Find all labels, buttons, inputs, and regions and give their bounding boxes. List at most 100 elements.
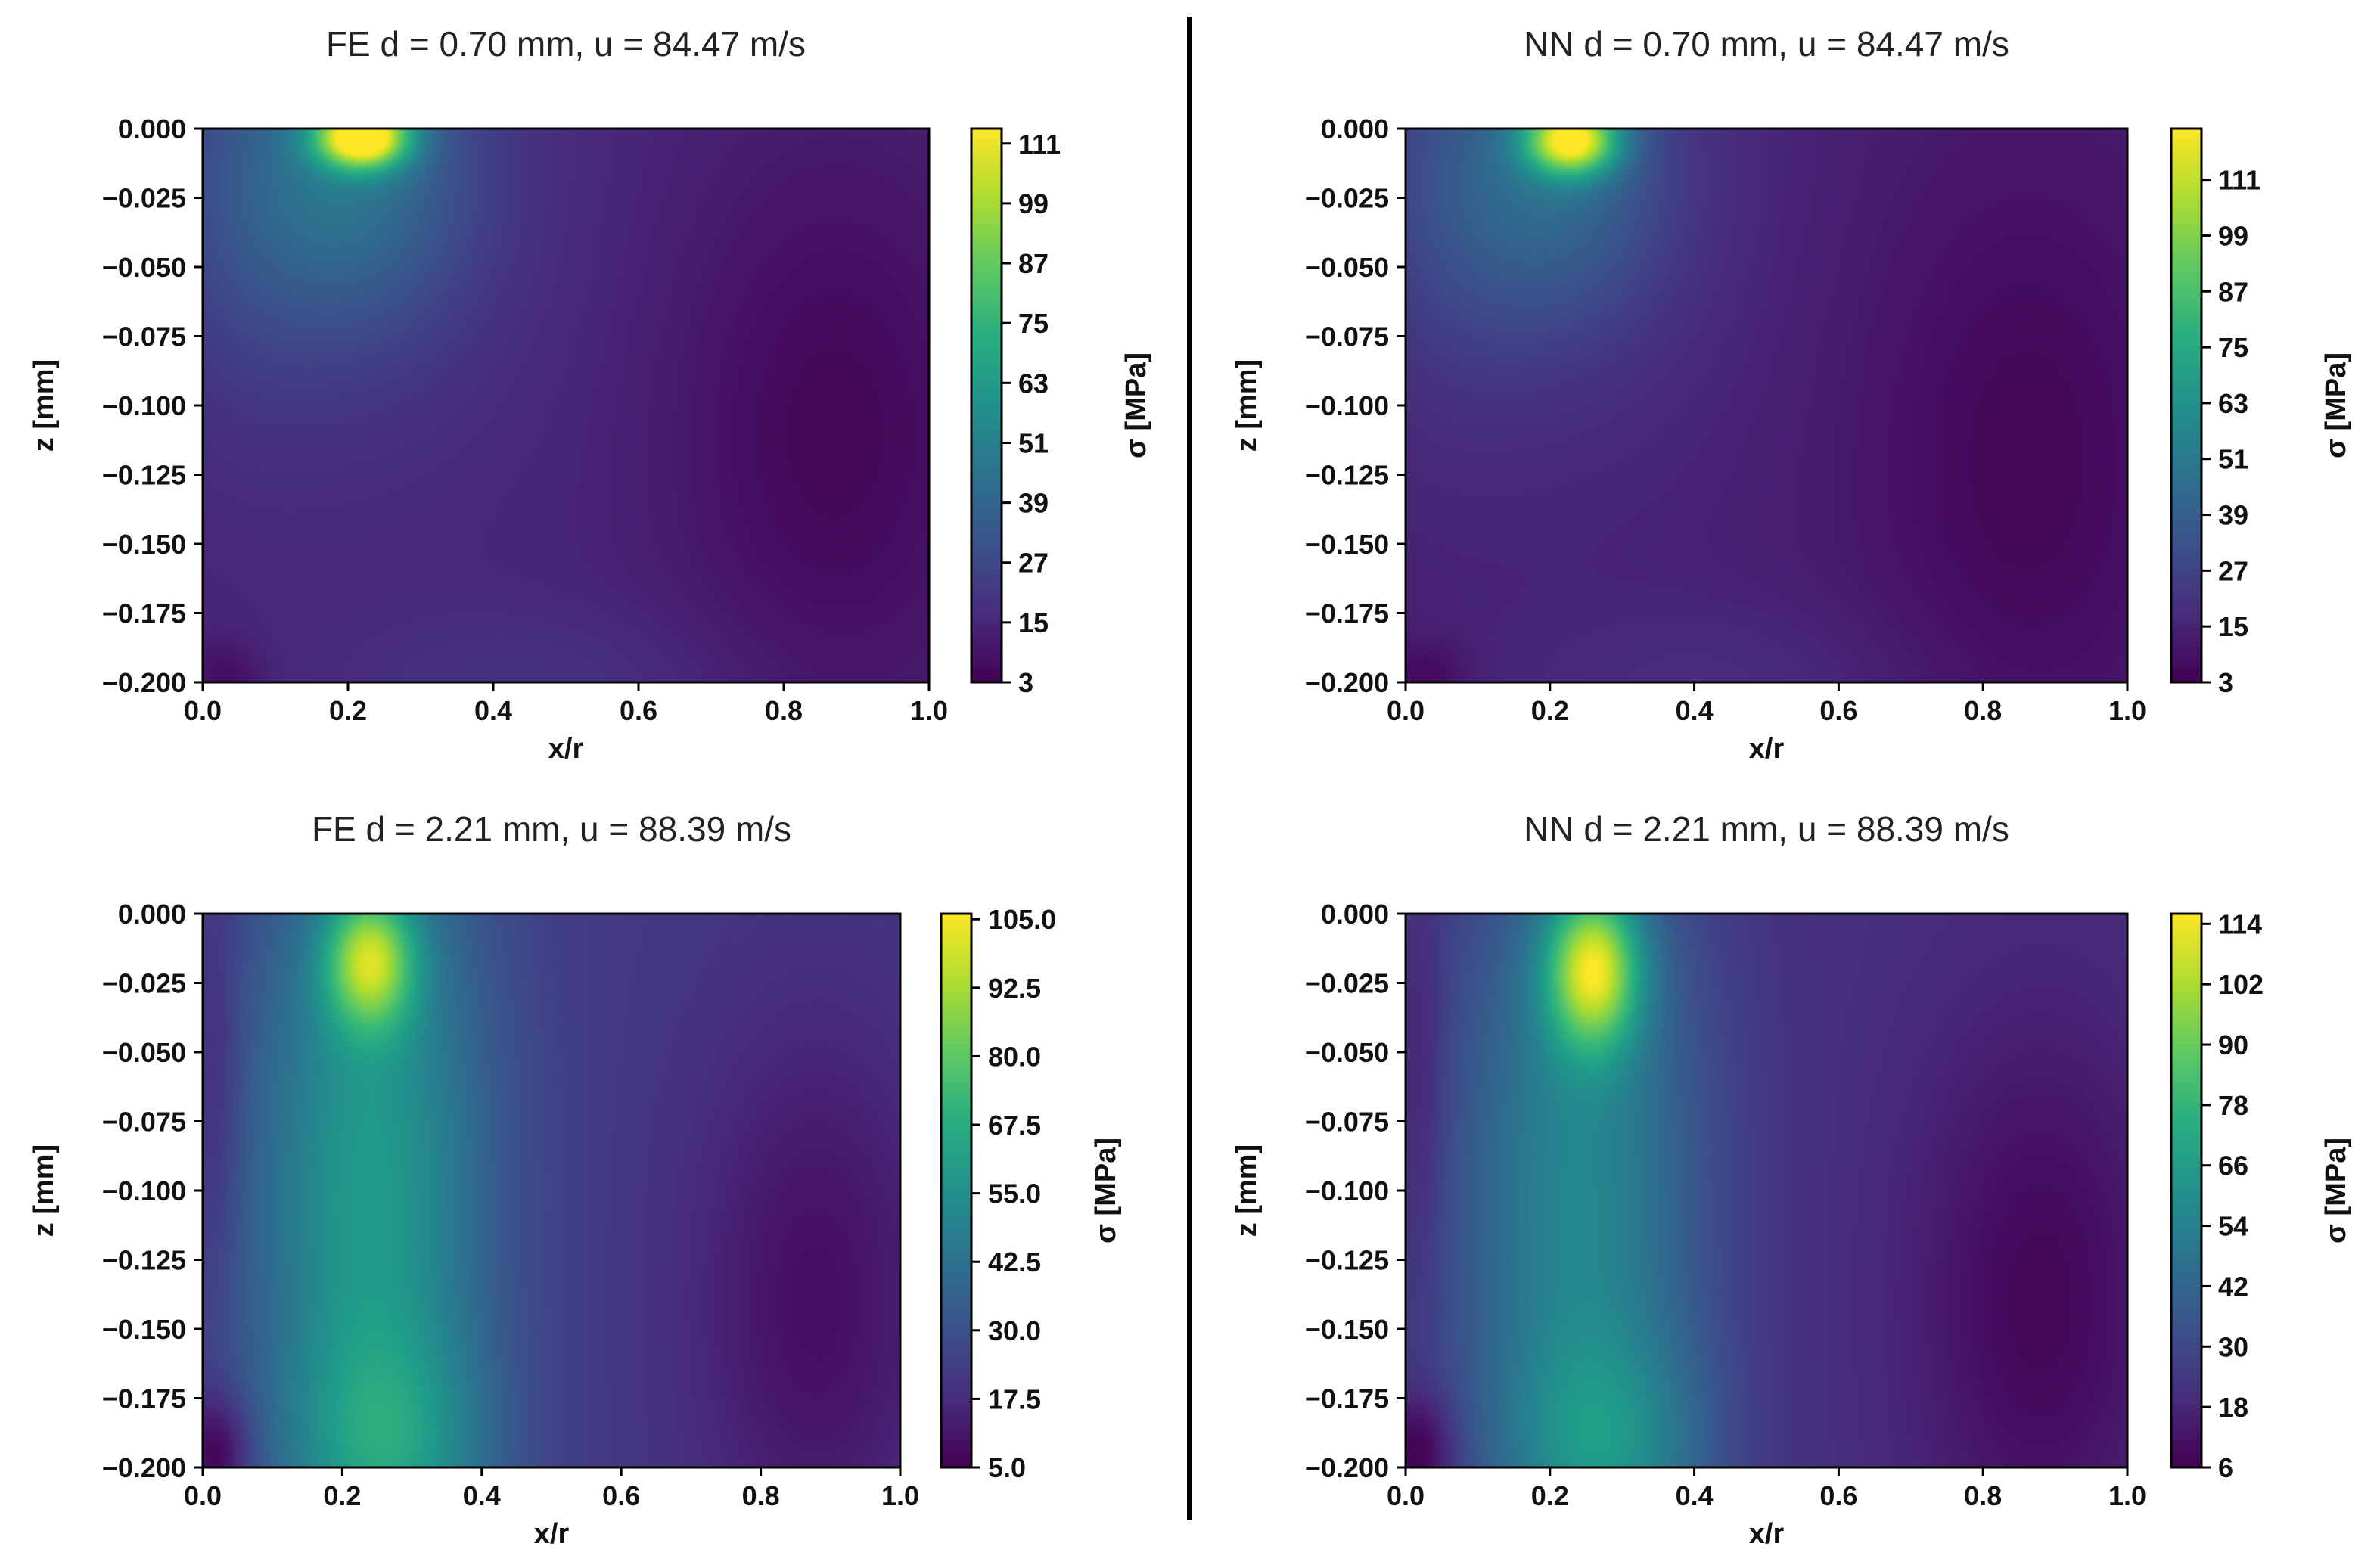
colorbar-tick-label: 6 xyxy=(2218,1452,2233,1483)
x-tick-label: 0.2 xyxy=(329,695,367,726)
x-tick-label: 0.8 xyxy=(1964,1480,2002,1511)
plot-title: NN d = 2.21 mm, u = 88.39 m/s xyxy=(1524,809,2009,849)
colorbar-tick-label: 67.5 xyxy=(988,1110,1041,1141)
colorbar xyxy=(970,127,1003,684)
subplot-1: FE d = 0.70 mm, u = 84.47 m/s 0.0 0.2 0.4 0.… xyxy=(28,24,1152,765)
colorbar-tick-label: 99 xyxy=(1018,188,1049,219)
y-axis-label: z [mm] xyxy=(1231,1144,1263,1237)
y-tick-label: −0.125 xyxy=(102,460,186,491)
y-tick-label: −0.050 xyxy=(1305,1037,1389,1068)
colorbar xyxy=(940,912,973,1469)
colorbar-tick-label: 102 xyxy=(2218,969,2264,1000)
x-tick-label: 0.4 xyxy=(463,1480,501,1511)
colorbar-tick-label: 105.0 xyxy=(988,904,1056,935)
x-tick-label: 1.0 xyxy=(910,695,948,726)
x-tick-label: 0.8 xyxy=(742,1480,780,1511)
x-axis-label: x/r xyxy=(1749,733,1785,765)
y-axis-label: z [mm] xyxy=(28,359,60,452)
y-tick-label: −0.050 xyxy=(102,1037,186,1068)
colorbar-tick-label: 90 xyxy=(2218,1029,2248,1060)
subplot-4: NN d = 2.21 mm, u = 88.39 m/s 0.0 0.2 0.4 0.… xyxy=(1231,809,2352,1550)
plot-title: FE d = 0.70 mm, u = 84.47 m/s xyxy=(326,24,806,64)
subplot-3: FE d = 2.21 mm, u = 88.39 m/s 0.0 0.2 0.4 0.… xyxy=(28,809,1122,1550)
colorbar-tick-label: 78 xyxy=(2218,1090,2248,1121)
colorbar-tick-label: 3 xyxy=(1018,667,1033,698)
x-tick-label: 1.0 xyxy=(2108,695,2146,726)
x-axis-label: x/r xyxy=(1749,1518,1785,1550)
colorbar-tick-label: 3 xyxy=(2218,667,2233,698)
y-tick-label: −0.075 xyxy=(1305,321,1389,352)
x-tick-label: 0.0 xyxy=(1387,695,1425,726)
y-tick-label: 0.000 xyxy=(118,899,186,930)
y-tick-label: 0.000 xyxy=(1321,899,1389,930)
colorbar-tick-label: 51 xyxy=(2218,444,2248,475)
colorbar-tick-label: 55.0 xyxy=(988,1178,1041,1209)
y-tick-label: −0.150 xyxy=(1305,529,1389,560)
y-tick-label: −0.150 xyxy=(1305,1314,1389,1345)
x-tick-label: 1.0 xyxy=(881,1480,919,1511)
x-tick-label: 0.2 xyxy=(1531,695,1569,726)
y-axis-label: z [mm] xyxy=(1231,359,1263,452)
y-tick-label: 0.000 xyxy=(118,113,186,144)
stress-heatmap xyxy=(203,914,900,1467)
colorbar xyxy=(2170,127,2203,684)
x-tick-label: 1.0 xyxy=(2108,1480,2146,1511)
subplots: FE d = 0.70 mm, u = 84.47 m/s 0.0 0.2 0.4 0.… xyxy=(28,24,2352,1550)
y-tick-label: −0.175 xyxy=(102,598,186,629)
x-axis-label: x/r xyxy=(548,733,584,765)
y-tick-label: −0.025 xyxy=(1305,968,1389,999)
x-tick-label: 0.6 xyxy=(1819,1480,1857,1511)
colorbar-tick-label: 111 xyxy=(1018,129,1061,160)
colorbar-tick-label: 111 xyxy=(2218,165,2260,196)
x-tick-label: 0.6 xyxy=(620,695,657,726)
colorbar-tick-label: 15 xyxy=(2218,611,2248,642)
colorbar-tick-label: 5.0 xyxy=(988,1452,1026,1483)
colorbar-tick-label: 92.5 xyxy=(988,973,1041,1004)
colorbar-tick-label: 54 xyxy=(2218,1211,2248,1242)
x-axis-label: x/r xyxy=(534,1518,570,1550)
y-axis-label: z [mm] xyxy=(28,1144,60,1237)
x-tick-label: 0.2 xyxy=(1531,1480,1569,1511)
colorbar-tick-label: 27 xyxy=(2218,555,2248,586)
y-tick-label: −0.200 xyxy=(102,667,186,698)
y-tick-label: −0.100 xyxy=(102,390,186,421)
y-tick-label: −0.025 xyxy=(1305,183,1389,214)
x-tick-label: 0.4 xyxy=(474,695,512,726)
x-tick-label: 0.6 xyxy=(602,1480,640,1511)
y-tick-label: −0.125 xyxy=(1305,1245,1389,1276)
y-tick-label: −0.100 xyxy=(1305,390,1389,421)
y-tick-label: −0.125 xyxy=(102,1245,186,1276)
subplot-2: NN d = 0.70 mm, u = 84.47 m/s 0.0 0.2 0.4 0.… xyxy=(1231,24,2352,765)
y-tick-label: −0.200 xyxy=(1305,667,1389,698)
y-tick-label: −0.075 xyxy=(1305,1107,1389,1138)
y-tick-label: −0.175 xyxy=(1305,598,1389,629)
x-tick-label: 0.4 xyxy=(1676,1480,1714,1511)
colorbar-tick-label: 27 xyxy=(1018,548,1049,579)
x-tick-label: 0.0 xyxy=(184,695,222,726)
colorbar-tick-label: 42 xyxy=(2218,1271,2248,1302)
x-tick-label: 0.2 xyxy=(323,1480,361,1511)
plot-title: NN d = 0.70 mm, u = 84.47 m/s xyxy=(1524,24,2009,64)
y-tick-label: −0.050 xyxy=(102,252,186,283)
y-tick-label: −0.100 xyxy=(102,1175,186,1206)
x-tick-label: 0.8 xyxy=(1964,695,2002,726)
colorbar-tick-label: 80.0 xyxy=(988,1041,1041,1072)
colorbar-tick-label: 66 xyxy=(2218,1150,2248,1181)
x-tick-label: 0.8 xyxy=(765,695,803,726)
colorbar-tick-label: 15 xyxy=(1018,607,1049,638)
colorbar-label: σ [MPa] xyxy=(1120,352,1152,458)
y-tick-label: −0.150 xyxy=(102,529,186,560)
stress-heatmap xyxy=(203,129,929,682)
colorbar-tick-label: 30.0 xyxy=(988,1315,1041,1346)
y-tick-label: −0.200 xyxy=(102,1452,186,1483)
colorbar-tick-label: 39 xyxy=(1018,488,1049,519)
y-tick-label: −0.025 xyxy=(102,183,186,214)
stress-heatmap xyxy=(1406,129,2127,682)
x-tick-label: 0.6 xyxy=(1819,695,1857,726)
x-tick-label: 0.0 xyxy=(1387,1480,1425,1511)
x-tick-label: 0.0 xyxy=(184,1480,222,1511)
colorbar-tick-label: 63 xyxy=(1018,368,1049,399)
colorbar-tick-label: 39 xyxy=(2218,500,2248,531)
colorbar-tick-label: 87 xyxy=(1018,248,1049,279)
